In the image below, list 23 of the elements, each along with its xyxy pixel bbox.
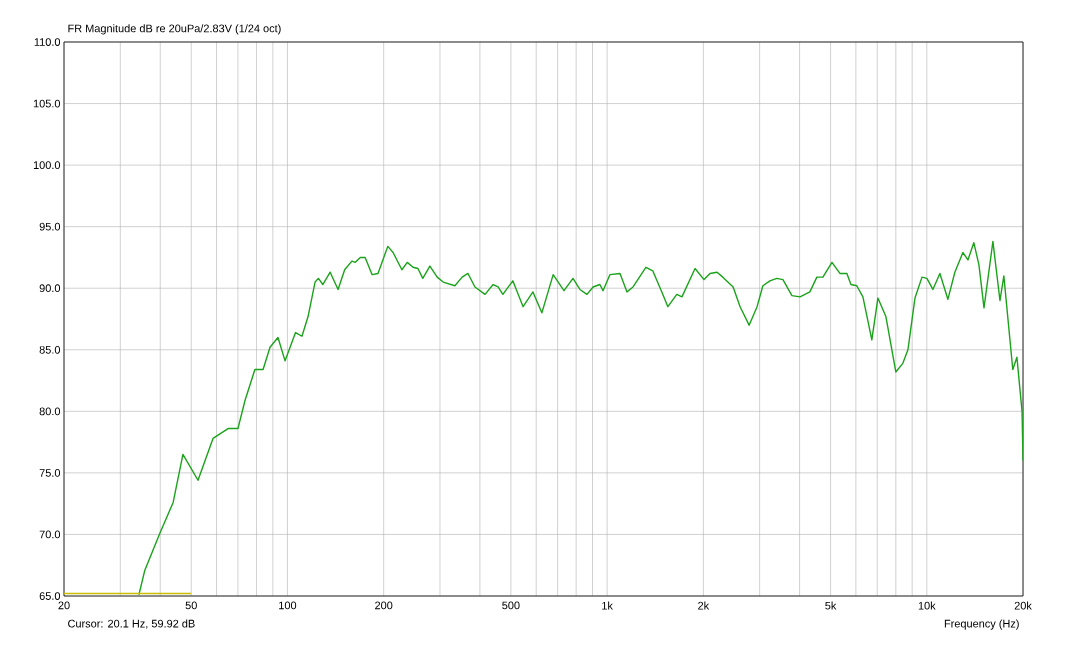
x-tick-label: 100 — [279, 601, 297, 610]
y-tick-label: 80.0 — [39, 407, 61, 416]
text: Cursor: 20.1 Hz, 59.92 dB — [68, 619, 195, 629]
x-tick-label: 20k — [1014, 601, 1032, 610]
y-tick-label: 70.0 — [39, 530, 61, 539]
x-tick-label: 5k — [825, 601, 837, 610]
x-tick-label: 10k — [918, 601, 936, 610]
x-tick-label: 500 — [502, 601, 520, 610]
x-tick-label: 20 — [58, 601, 70, 610]
x-tick-label: 1k — [602, 601, 613, 610]
chart-title: FR Magnitude dB re 20uPa/2.83V (1/24 oct) — [68, 24, 281, 35]
x-axis-title: Frequency (Hz) — [944, 619, 1019, 630]
y-tick-label: 100.0 — [33, 161, 61, 169]
y-tick-label: 95.0 — [39, 222, 61, 231]
x-tick-label: 2k — [698, 601, 710, 610]
y-tick-label: 65.0 — [39, 592, 61, 600]
x-tick-label: 50 — [185, 601, 197, 610]
y-tick-label: 85.0 — [39, 345, 61, 354]
y-tick-label: 90.0 — [39, 284, 61, 293]
x-tick-label: 200 — [375, 601, 393, 610]
y-tick-label: 110.0 — [34, 38, 61, 46]
y-tick-label: 75.0 — [39, 469, 61, 477]
y-tick-label: 105.0 — [33, 99, 61, 108]
